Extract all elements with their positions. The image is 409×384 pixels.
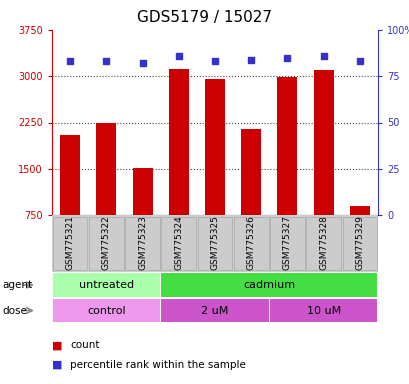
Bar: [53, 217, 87, 270]
Text: percentile rank within the sample: percentile rank within the sample: [70, 359, 246, 369]
Bar: [89, 217, 124, 270]
Bar: [277, 77, 297, 215]
Text: GSM775324: GSM775324: [174, 215, 183, 270]
Text: count: count: [70, 340, 100, 350]
Bar: [270, 299, 376, 322]
Text: GDS5179 / 15027: GDS5179 / 15027: [137, 10, 272, 25]
Bar: [342, 217, 376, 270]
Bar: [349, 206, 369, 215]
Text: untreated: untreated: [79, 280, 134, 290]
Text: GSM775325: GSM775325: [210, 215, 219, 270]
Text: ■: ■: [52, 340, 62, 350]
Text: GSM775328: GSM775328: [318, 215, 327, 270]
Bar: [161, 273, 376, 297]
Text: control: control: [87, 306, 125, 316]
Point: [139, 60, 146, 66]
Text: cadmium: cadmium: [243, 280, 294, 290]
Bar: [96, 122, 116, 215]
Point: [103, 58, 109, 65]
Point: [175, 53, 182, 59]
Text: GSM775321: GSM775321: [65, 215, 74, 270]
Text: GSM775326: GSM775326: [246, 215, 255, 270]
Bar: [197, 217, 232, 270]
Text: GSM775327: GSM775327: [282, 215, 291, 270]
Bar: [132, 167, 152, 215]
Bar: [270, 217, 304, 270]
Bar: [161, 217, 196, 270]
Bar: [204, 79, 225, 215]
Bar: [53, 299, 160, 322]
Text: GSM775329: GSM775329: [355, 215, 364, 270]
Text: ■: ■: [52, 359, 62, 369]
Text: 10 uM: 10 uM: [306, 306, 340, 316]
Bar: [161, 299, 268, 322]
Point: [356, 58, 362, 65]
Point: [283, 55, 290, 61]
Bar: [306, 217, 340, 270]
Bar: [169, 69, 188, 215]
Point: [67, 58, 73, 65]
Bar: [53, 273, 160, 297]
Bar: [125, 217, 160, 270]
Text: agent: agent: [2, 280, 32, 290]
Text: GSM775322: GSM775322: [101, 215, 110, 270]
Point: [319, 53, 326, 59]
Text: 2 uM: 2 uM: [201, 306, 228, 316]
Bar: [313, 70, 333, 215]
Text: GSM775323: GSM775323: [138, 215, 147, 270]
Point: [247, 56, 254, 63]
Point: [211, 58, 218, 65]
Bar: [60, 135, 80, 215]
Text: dose: dose: [2, 306, 27, 316]
Bar: [240, 129, 261, 215]
Bar: [233, 217, 268, 270]
